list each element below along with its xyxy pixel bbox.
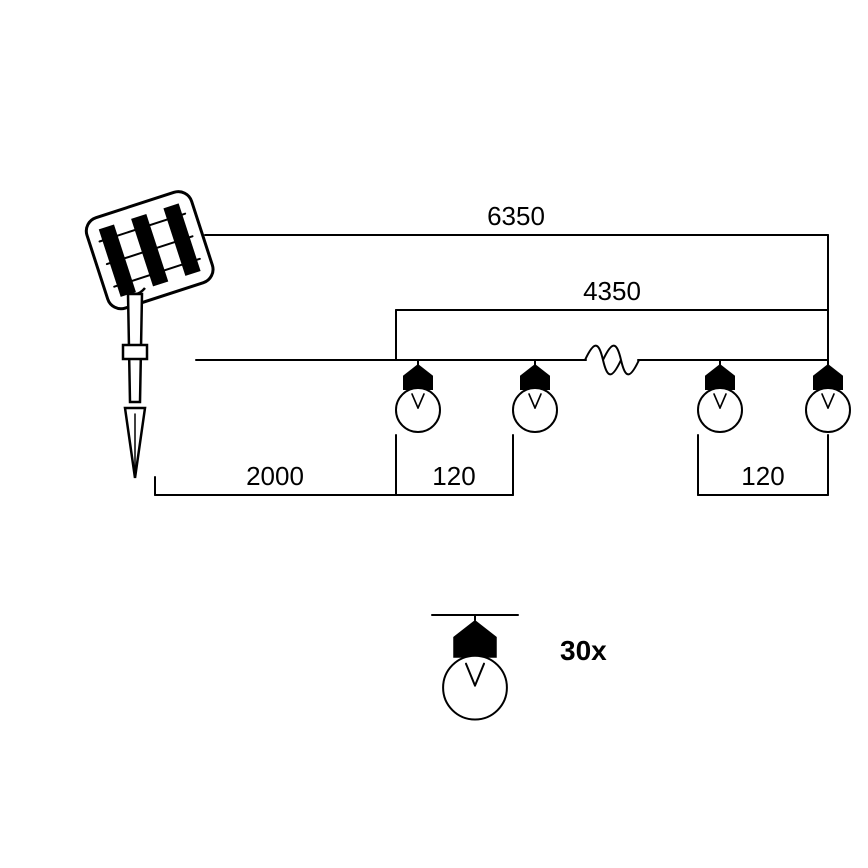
dim-total-length: 6350 bbox=[487, 201, 545, 231]
dim-lit-length: 4350 bbox=[583, 276, 641, 306]
bulb-count-label: 30x bbox=[560, 635, 607, 666]
dim-lead-length: 2000 bbox=[246, 461, 304, 491]
dim-bulb-gap-2: 120 bbox=[741, 461, 784, 491]
count-bulb-globe bbox=[443, 656, 507, 720]
dim-bulb-gap-1: 120 bbox=[432, 461, 475, 491]
